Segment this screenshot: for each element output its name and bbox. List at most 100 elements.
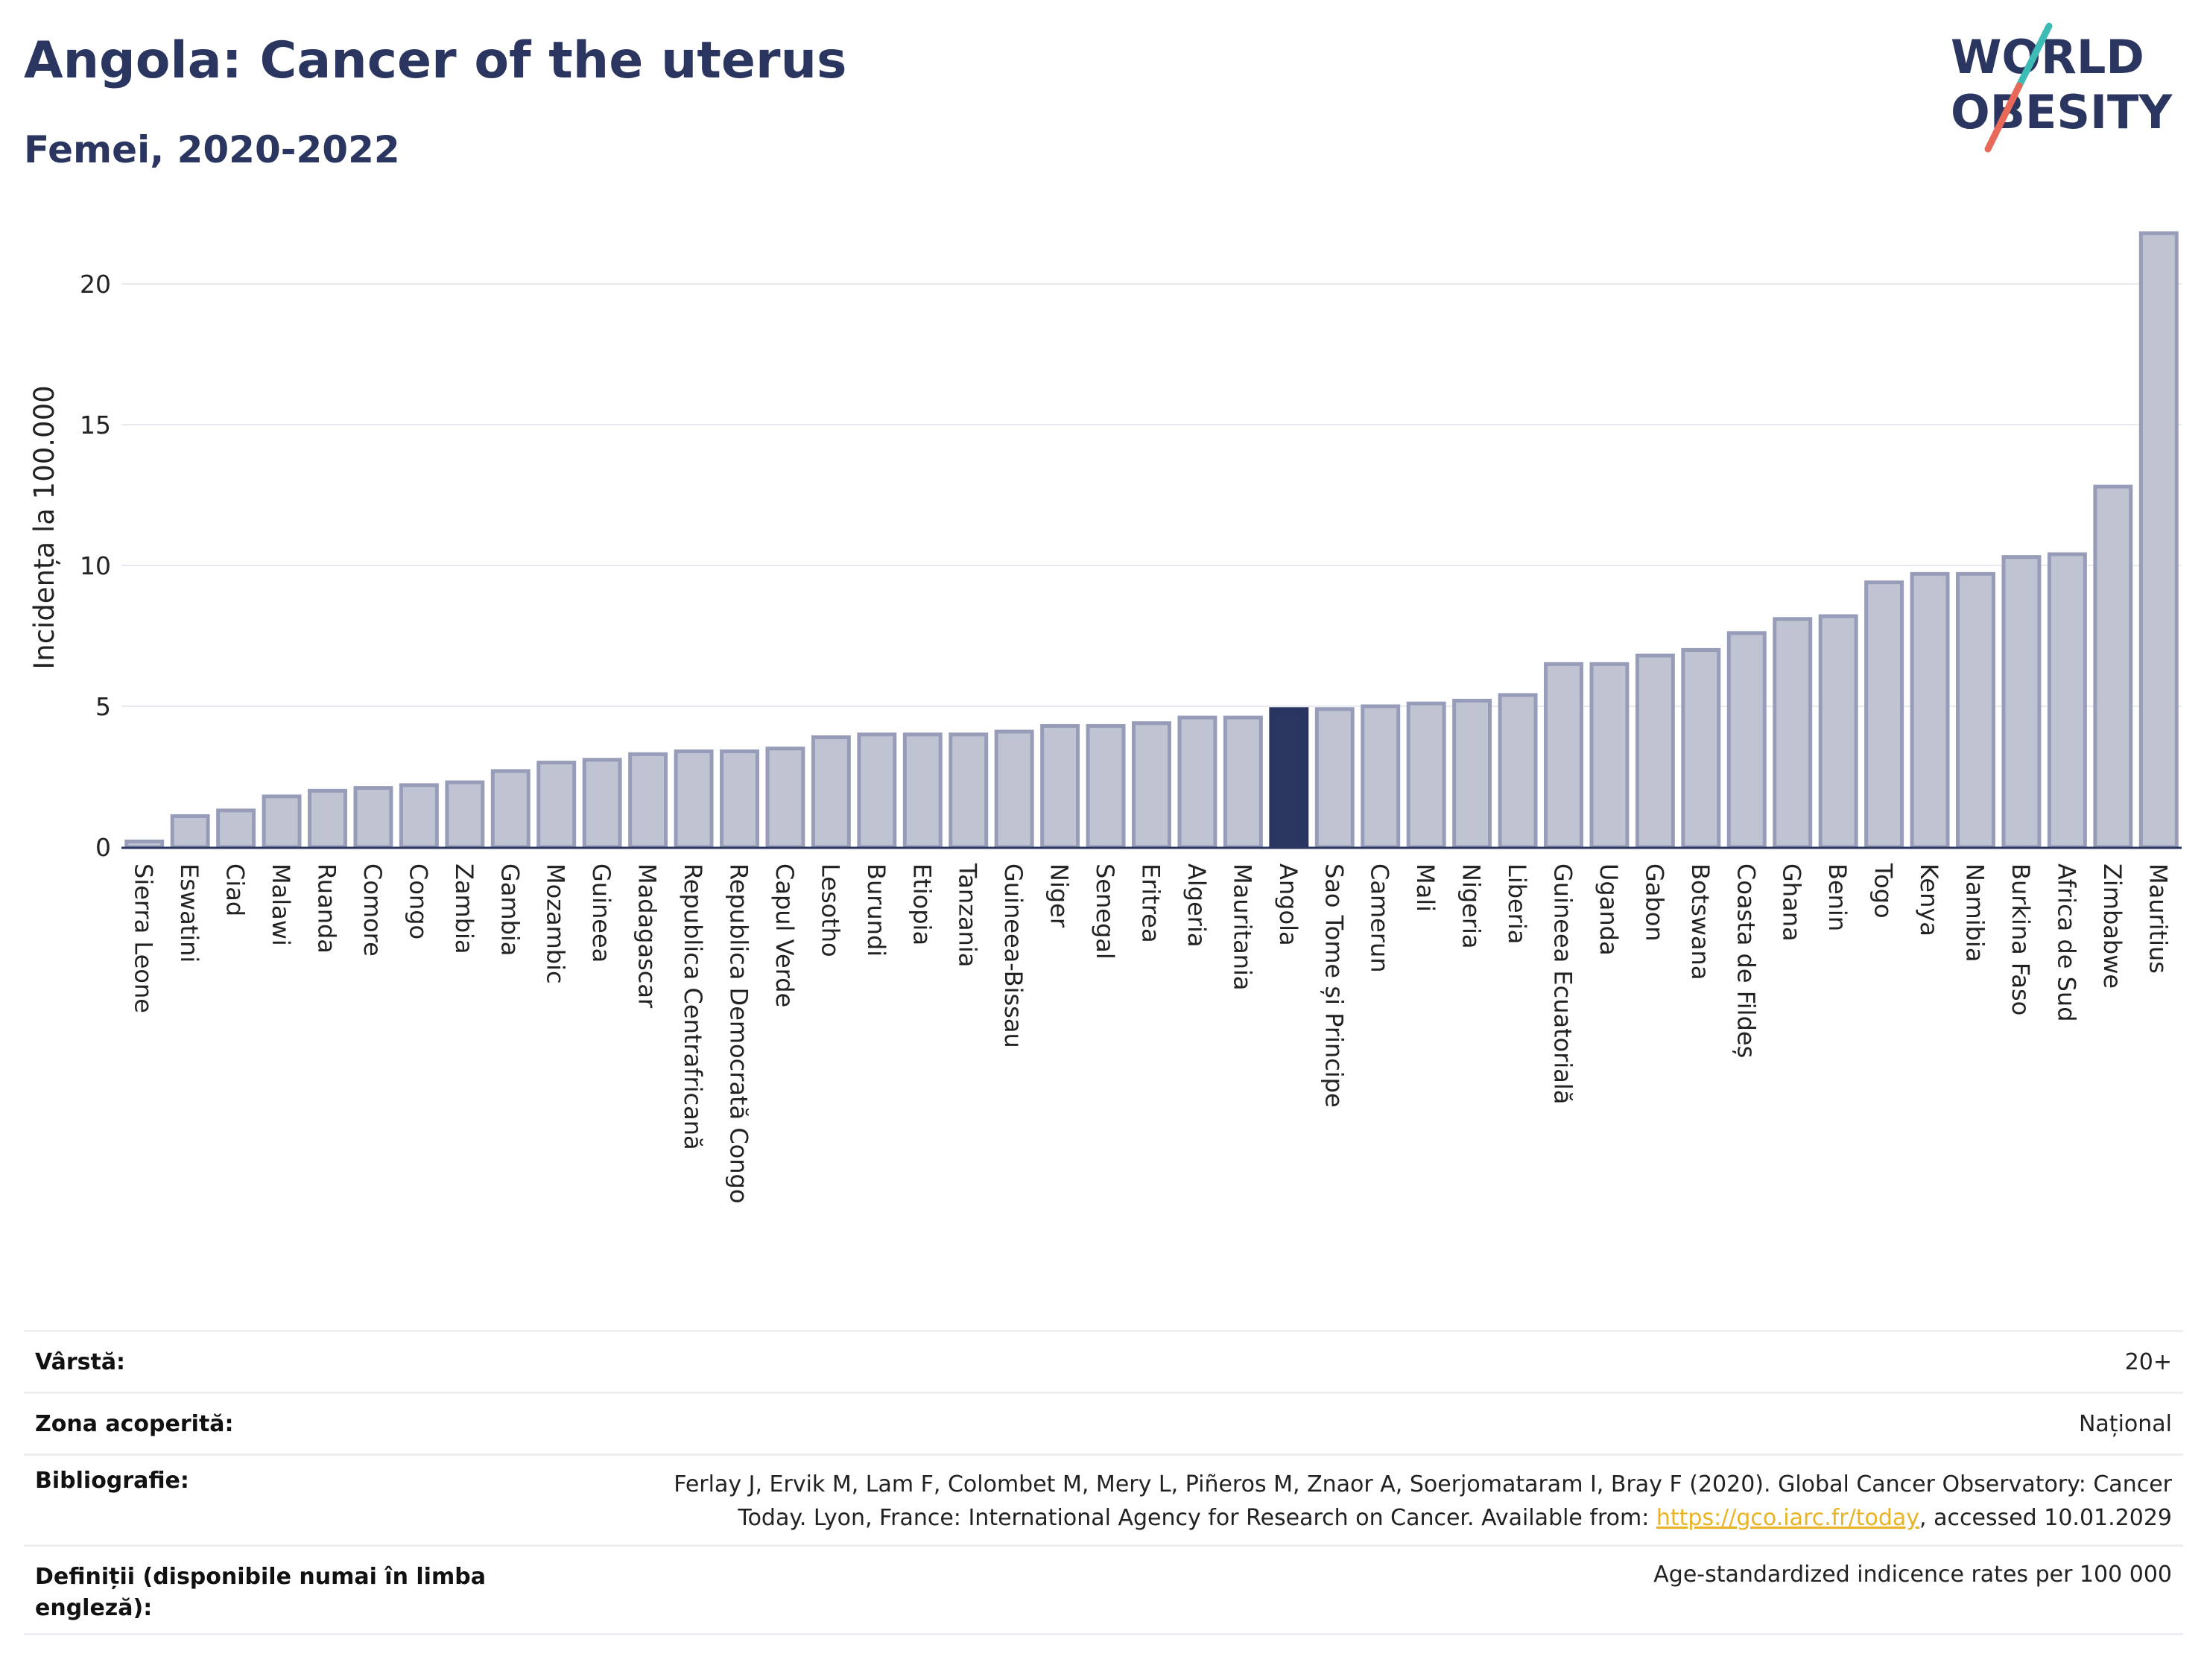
x-tick-label: Eritrea bbox=[1137, 863, 1165, 943]
x-tick-label: Zimbabwe bbox=[2098, 863, 2127, 989]
bar-guineea-bissau[interactable] bbox=[994, 729, 1034, 849]
bar-sao-tome-și-principe[interactable] bbox=[1314, 707, 1355, 849]
x-tick-label: Liberia bbox=[1503, 863, 1531, 944]
bar-mauritius[interactable] bbox=[2138, 231, 2179, 849]
x-tick-label: Benin bbox=[1823, 863, 1852, 931]
x-tick-label: Republica Democrată Congo bbox=[725, 863, 753, 1203]
x-tick-label: Camerun bbox=[1366, 863, 1394, 973]
x-tick-label: Tanzania bbox=[954, 863, 982, 967]
bar-kenya[interactable] bbox=[1910, 571, 1950, 849]
y-tick-label: 15 bbox=[80, 411, 111, 440]
bar-guineea[interactable] bbox=[582, 758, 622, 849]
bar-namibia[interactable] bbox=[1956, 571, 1995, 849]
x-tick-label: Angola bbox=[1274, 863, 1302, 946]
bar-africa-de-sud[interactable] bbox=[2047, 552, 2087, 849]
y-axis-label: Incidența la 100.000 bbox=[28, 385, 60, 669]
bibliography-link[interactable]: https://gco.iarc.fr/today bbox=[1656, 1505, 1920, 1531]
bar-eswatini[interactable] bbox=[170, 814, 210, 849]
bar-gambia[interactable] bbox=[490, 769, 531, 849]
bar-guineea-ecuatorială[interactable] bbox=[1544, 662, 1583, 849]
logo-line2: OBESITY bbox=[1951, 85, 2173, 139]
x-tick-label: Capul Verde bbox=[770, 863, 799, 1007]
x-tick-label: Eswatini bbox=[175, 863, 203, 963]
x-tick-label: Zambia bbox=[450, 863, 478, 954]
bar-sierra-leone[interactable] bbox=[124, 839, 165, 849]
bar-mauritania[interactable] bbox=[1223, 715, 1263, 849]
bibliography-label: Bibliografie: bbox=[35, 1468, 189, 1494]
x-tick-label: Mauritania bbox=[1228, 863, 1256, 990]
bar-lesotho[interactable] bbox=[811, 735, 851, 849]
bar-tanzania[interactable] bbox=[949, 732, 989, 849]
x-tick-label: Ghana bbox=[1778, 863, 1806, 942]
bar-uganda[interactable] bbox=[1589, 662, 1630, 849]
bar-chart: 0 5 10 15 20 Sierra Leone Eswatini Ciad Malawi R… bbox=[28, 231, 2182, 1203]
bar-comore[interactable] bbox=[353, 786, 393, 849]
x-tick-label: Niger bbox=[1045, 863, 1074, 928]
logo-slash-bottom bbox=[1984, 82, 2023, 153]
x-tick-labels: Sierra Leone Eswatini Ciad Malawi Ruanda Como… bbox=[130, 863, 2173, 1203]
bar-angola[interactable] bbox=[1269, 707, 1309, 849]
x-tick-label: Sao Tome și Principe bbox=[1320, 863, 1348, 1108]
x-tick-label: Ruanda bbox=[313, 863, 341, 954]
bar-congo[interactable] bbox=[399, 783, 439, 849]
y-tick-label: 10 bbox=[80, 551, 111, 580]
x-tick-label: Algeria bbox=[1182, 863, 1211, 947]
info-table: Vârstă: 20+ Zona acoperită: Național Bib… bbox=[24, 1330, 2183, 1635]
y-tick-labels: 0 5 10 15 20 bbox=[80, 270, 111, 862]
x-tick-label: Gabon bbox=[1640, 863, 1668, 942]
bars bbox=[124, 231, 2179, 849]
x-tick-label: Mauritius bbox=[2144, 863, 2172, 974]
bar-burundi[interactable] bbox=[857, 732, 897, 849]
world-obesity-logo: WORLD OBESITY bbox=[1951, 22, 2173, 153]
page-subtitle: Femei, 2020-2022 bbox=[24, 128, 400, 171]
bar-etiopia[interactable] bbox=[902, 732, 943, 849]
x-tick-label: Coasta de Fildeș bbox=[1732, 863, 1760, 1058]
x-tick-label: Sierra Leone bbox=[130, 863, 158, 1013]
x-tick-label: Etiopia bbox=[908, 863, 936, 945]
bar-niger[interactable] bbox=[1040, 723, 1080, 849]
bar-malawi[interactable] bbox=[262, 794, 302, 849]
bar-ciad[interactable] bbox=[216, 808, 256, 849]
bar-republica-democrată-congo[interactable] bbox=[720, 749, 759, 849]
bar-capul-verde[interactable] bbox=[765, 747, 805, 849]
bibliography-line1: Ferlay J, Ervik M, Lam F, Colombet M, Me… bbox=[674, 1471, 2172, 1497]
bar-senegal[interactable] bbox=[1086, 723, 1126, 849]
bar-burkina-faso[interactable] bbox=[2001, 555, 2042, 849]
bar-mali[interactable] bbox=[1406, 701, 1446, 849]
bar-coasta-de-fildeș[interactable] bbox=[1726, 631, 1767, 849]
bar-togo[interactable] bbox=[1864, 580, 1904, 849]
bar-nigeria[interactable] bbox=[1452, 698, 1492, 849]
x-tick-label: Burkina Faso bbox=[2007, 863, 2035, 1015]
x-tick-label: Mali bbox=[1411, 863, 1440, 912]
x-tick-label: Madagascar bbox=[633, 863, 662, 1009]
y-tick-label: 5 bbox=[95, 692, 111, 721]
area-label: Zona acoperită: bbox=[35, 1410, 234, 1437]
bar-gabon[interactable] bbox=[1635, 653, 1675, 849]
x-tick-label: Lesotho bbox=[816, 863, 844, 957]
x-tick-label: Comore bbox=[358, 863, 387, 957]
bar-zimbabwe[interactable] bbox=[2093, 484, 2133, 849]
bar-camerun[interactable] bbox=[1361, 704, 1401, 849]
bar-eritrea[interactable] bbox=[1132, 721, 1171, 849]
bar-madagascar[interactable] bbox=[628, 752, 668, 849]
x-tick-label: Congo bbox=[404, 863, 432, 939]
bar-ruanda[interactable] bbox=[308, 788, 347, 849]
info-row-definitions: Definiții (disponibile numai în limba en… bbox=[24, 1544, 2183, 1635]
x-tick-label: Ciad bbox=[221, 863, 250, 916]
bar-mozambic[interactable] bbox=[536, 761, 577, 849]
bar-algeria[interactable] bbox=[1177, 715, 1217, 849]
bar-republica-centrafricană[interactable] bbox=[674, 749, 714, 849]
age-value: 20+ bbox=[2124, 1348, 2172, 1375]
x-tick-label: Nigeria bbox=[1457, 863, 1486, 948]
bar-ghana[interactable] bbox=[1773, 617, 1813, 849]
logo-line1: WORLD bbox=[1951, 30, 2144, 84]
bar-botswana[interactable] bbox=[1681, 647, 1721, 849]
page-title: Angola: Cancer of the uterus bbox=[24, 31, 847, 90]
bar-zambia[interactable] bbox=[445, 780, 485, 849]
x-tick-label: Guineea bbox=[587, 863, 615, 963]
bar-benin[interactable] bbox=[1818, 614, 1858, 849]
x-tick-label: Uganda bbox=[1595, 863, 1623, 956]
info-row-area: Zona acoperită: Național bbox=[24, 1392, 2183, 1454]
bar-liberia[interactable] bbox=[1498, 693, 1538, 849]
area-value: Național bbox=[2078, 1410, 2172, 1437]
